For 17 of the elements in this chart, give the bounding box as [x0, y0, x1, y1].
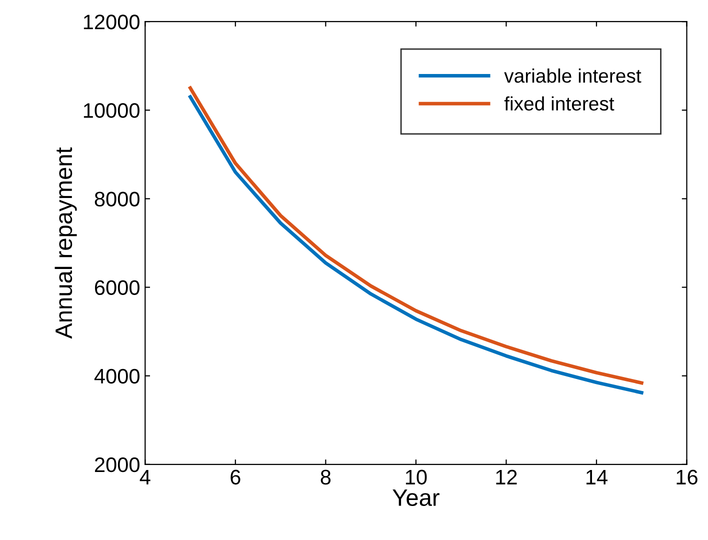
y-tick-label: 12000	[84, 14, 140, 30]
legend-label: fixed interest	[504, 96, 614, 111]
x-tick-label: 12	[496, 470, 517, 484]
x-tick-label: 10	[406, 470, 427, 485]
y-tick-label: 2000	[94, 457, 140, 472]
y-tick-label: 8000	[94, 192, 140, 206]
x-tick-label: 4	[140, 470, 150, 484]
x-tick-label: 16	[676, 470, 698, 485]
legend-label: variable interest	[504, 68, 642, 83]
x-tick-label: 8	[320, 470, 331, 485]
y-tick-label: 4000	[94, 368, 140, 384]
x-tick-label: 14	[586, 470, 608, 484]
x-tick-label: 6	[230, 470, 240, 485]
y-tick-label: 6000	[94, 280, 140, 296]
x-axis-title: Year	[392, 490, 440, 506]
y-tick-label: 10000	[84, 103, 140, 118]
y-axis-title: Annual repayment	[54, 147, 77, 339]
